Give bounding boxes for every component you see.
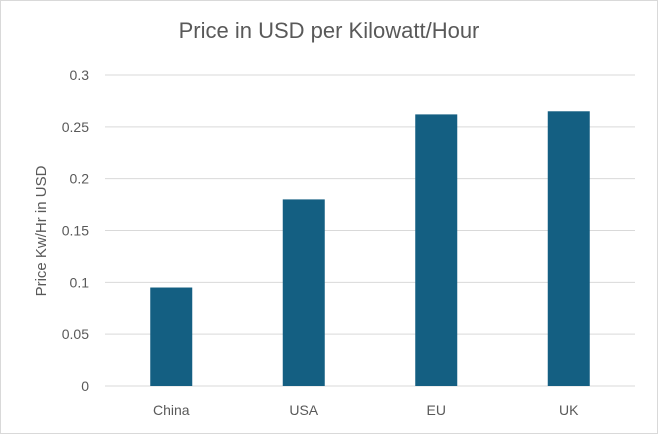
gridlines [105,74,635,387]
x-tick-label: USA [289,402,318,418]
bar-eu [415,114,458,386]
bar-usa [282,199,325,386]
chart-title: Price in USD per Kilowatt/Hour [178,18,480,43]
y-tick-label: 0.25 [62,119,89,135]
y-tick-label: 0.1 [70,274,90,290]
y-tick-label: 0.05 [62,326,89,342]
y-tick-label: 0.3 [70,67,90,83]
y-axis-ticks: 0 0.05 0.1 0.15 0.2 0.25 0.3 [62,67,89,394]
x-tick-label: EU [427,402,446,418]
y-tick-label: 0.2 [70,171,90,187]
y-axis-title: Price Kw/Hr in USD [33,165,50,296]
y-tick-label: 0 [81,378,89,394]
bar-china [150,287,193,386]
x-axis-ticks: China USA EU UK [153,402,579,418]
x-tick-label: UK [559,402,579,418]
x-tick-label: China [153,402,190,418]
y-tick-label: 0.15 [62,223,89,239]
bars [150,111,590,387]
bar-uk [547,111,590,387]
